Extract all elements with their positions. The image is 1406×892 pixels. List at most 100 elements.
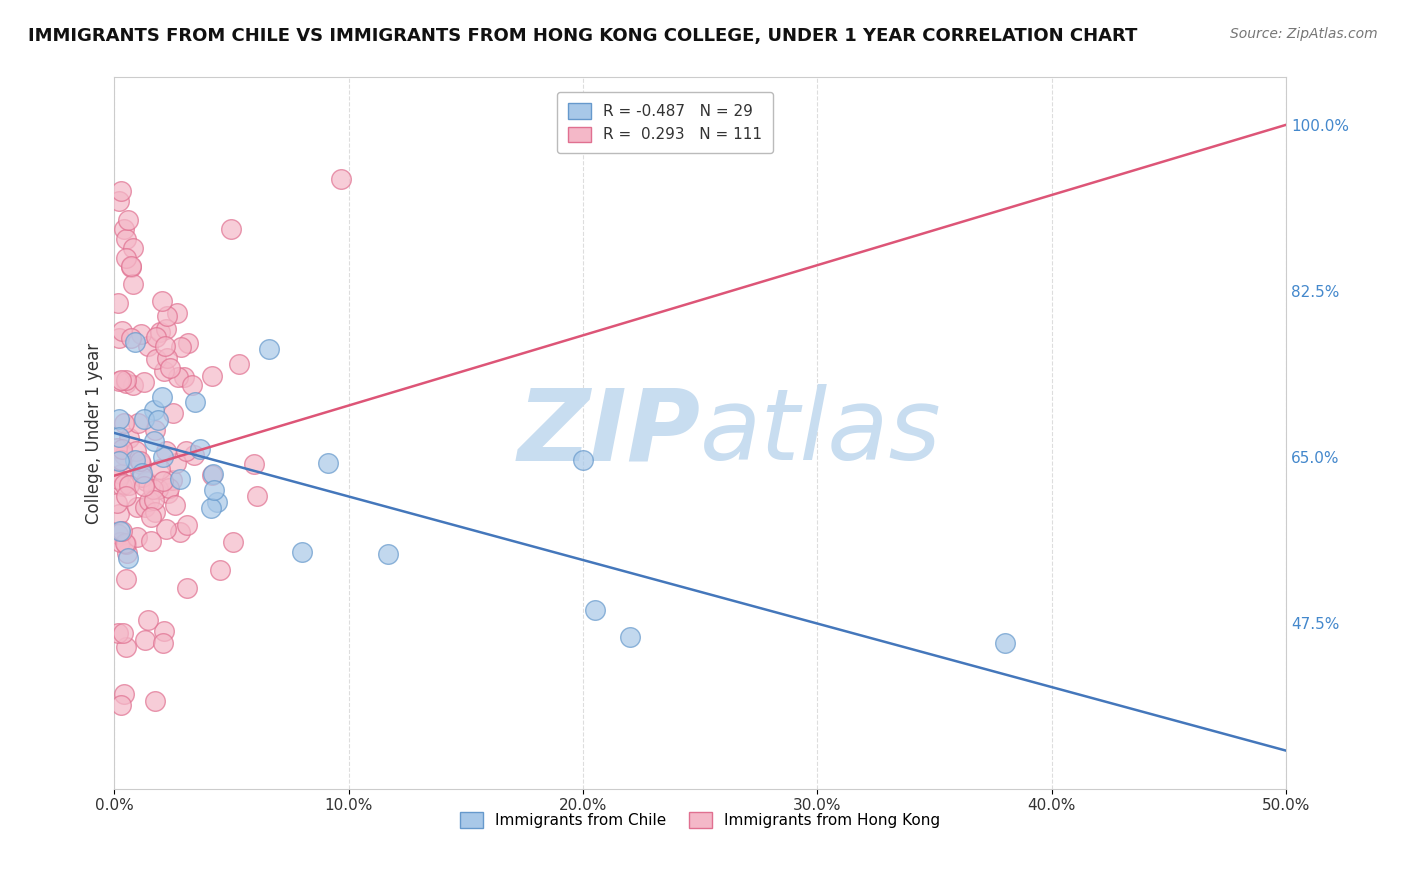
Point [994,636,1017,650]
Point [117,551,139,566]
Point [108,412,131,426]
Point [330,171,353,186]
Point [145,352,167,367]
Point [166,306,188,320]
Point [160,473,183,487]
Point [110,373,132,387]
Point [143,493,166,508]
Point [107,472,129,486]
Point [110,698,132,712]
Point [129,457,152,471]
Point [108,453,131,467]
Point [209,563,232,577]
Point [115,232,138,246]
Point [152,364,174,378]
Point [155,444,177,458]
Point [134,500,156,514]
Point [316,457,339,471]
Point [120,260,142,274]
Point [181,378,204,392]
Point [572,452,595,467]
Point [141,510,163,524]
Point [152,474,174,488]
Point [166,369,188,384]
Point [125,530,148,544]
Point [201,467,224,482]
Point [132,411,155,425]
Point [150,294,173,309]
Point [129,326,152,341]
Point [108,331,131,345]
Point [155,321,177,335]
Point [138,494,160,508]
Point [136,339,159,353]
Point [246,489,269,503]
Point [107,626,129,640]
Point [110,535,132,549]
Point [105,441,128,455]
Point [142,483,165,497]
Point [111,442,134,457]
Text: ZIP: ZIP [517,384,700,482]
Point [108,374,131,388]
Point [190,442,212,457]
Point [120,331,142,345]
Y-axis label: College, Under 1 year: College, Under 1 year [86,343,103,524]
Point [619,630,641,644]
Point [114,640,136,654]
Point [170,340,193,354]
Point [149,325,172,339]
Point [111,524,134,539]
Point [143,434,166,448]
Point [377,547,399,561]
Point [143,694,166,708]
Point [153,624,176,639]
Point [110,453,132,467]
Point [153,339,176,353]
Point [115,490,138,504]
Point [112,448,135,462]
Point [152,450,174,464]
Point [169,524,191,539]
Point [107,526,129,541]
Text: atlas: atlas [700,384,942,482]
Point [143,424,166,438]
Point [176,518,198,533]
Point [159,361,181,376]
Point [162,406,184,420]
Point [132,479,155,493]
Point [111,324,134,338]
Point [149,461,172,475]
Point [156,351,179,365]
Point [222,535,245,549]
Point [112,416,135,430]
Point [201,467,224,481]
Point [110,184,132,198]
Point [112,626,135,640]
Point [183,448,205,462]
Point [155,522,177,536]
Point [114,477,136,491]
Point [152,636,174,650]
Point [157,485,180,500]
Point [134,632,156,647]
Point [115,376,138,390]
Point [259,343,281,357]
Point [136,613,159,627]
Point [163,498,186,512]
Point [112,687,135,701]
Point [131,466,153,480]
Point [583,602,606,616]
Point [108,430,131,444]
Point [124,334,146,349]
Point [184,395,207,409]
Point [141,534,163,549]
Point [134,376,156,390]
Point [150,390,173,404]
Point [200,500,222,515]
Point [291,544,314,558]
Text: IMMIGRANTS FROM CHILE VS IMMIGRANTS FROM HONG KONG COLLEGE, UNDER 1 YEAR CORRELA: IMMIGRANTS FROM CHILE VS IMMIGRANTS FROM… [28,27,1137,45]
Point [142,403,165,417]
Point [122,277,145,292]
Point [219,221,242,235]
